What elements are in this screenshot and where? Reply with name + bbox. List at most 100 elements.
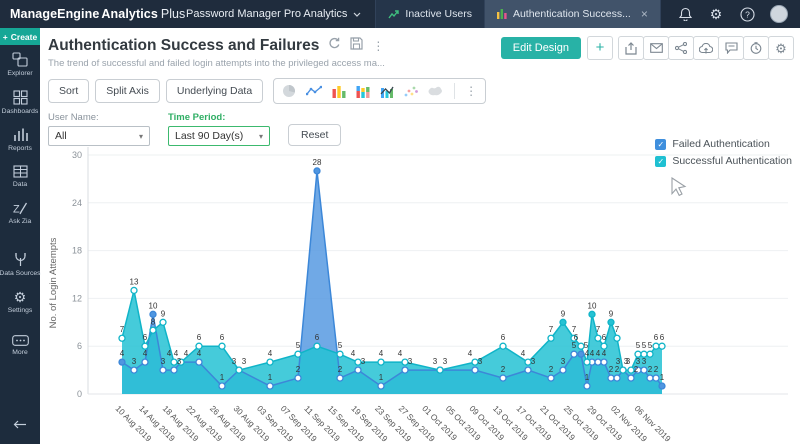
svg-text:2: 2	[549, 365, 554, 374]
edit-design-button[interactable]: Edit Design	[500, 37, 581, 59]
help-icon[interactable]: ?	[739, 6, 755, 22]
svg-text:6: 6	[220, 333, 225, 342]
email-icon	[649, 43, 663, 53]
email-button[interactable]	[643, 36, 669, 60]
svg-text:4: 4	[521, 349, 526, 358]
svg-text:10: 10	[588, 301, 597, 310]
svg-text:6: 6	[143, 333, 148, 342]
checkbox-successful-icon[interactable]: ✓	[655, 155, 667, 167]
svg-text:3: 3	[624, 357, 629, 366]
map-chart-icon[interactable]	[428, 86, 444, 97]
gear-icon: ⚙	[775, 40, 787, 56]
main-content: Authentication Success and Failures ⋮ Th…	[40, 28, 800, 444]
svg-text:6: 6	[77, 341, 82, 351]
svg-text:2: 2	[501, 365, 506, 374]
collapse-sidebar-button[interactable]	[13, 408, 27, 444]
svg-text:5: 5	[296, 341, 301, 350]
sidebar-item-label: Reports	[8, 145, 32, 152]
chart-more-options-icon[interactable]: ⋮	[465, 84, 478, 98]
sidebar-item-reports[interactable]: Reports	[0, 121, 40, 158]
svg-text:2: 2	[634, 365, 639, 374]
svg-text:3: 3	[361, 357, 366, 366]
user-avatar[interactable]	[770, 5, 788, 23]
sidebar-item-dashboards[interactable]: Dashboards	[0, 83, 40, 121]
sidebar-item-ask-zia[interactable]: Z Ask Zia	[0, 194, 40, 231]
reset-button[interactable]: Reset	[288, 124, 342, 146]
line-chart-icon[interactable]	[306, 85, 323, 97]
workspace-dropdown[interactable]: Password Manager Pro Analytics	[172, 0, 375, 28]
share-button[interactable]	[668, 36, 694, 60]
svg-text:2: 2	[615, 365, 620, 374]
pie-chart-icon[interactable]	[282, 84, 296, 98]
time-period-select[interactable]: Last 90 Day(s) ▾	[168, 126, 270, 146]
svg-text:No. of Login Attempts: No. of Login Attempts	[48, 237, 59, 328]
report-subtitle: The trend of successful and failed login…	[48, 58, 385, 69]
sidebar-item-more[interactable]: More	[0, 328, 40, 362]
trend-up-icon	[388, 9, 400, 18]
sidebar-item-data[interactable]: Data	[0, 158, 40, 194]
tab-authentication-success[interactable]: Authentication Success... ×	[483, 0, 661, 28]
svg-text:3: 3	[616, 357, 621, 366]
svg-text:3: 3	[642, 357, 647, 366]
svg-text:4: 4	[468, 349, 473, 358]
sidebar-item-settings[interactable]: ⚙ Settings	[0, 283, 40, 320]
legend-failed[interactable]: ✓ Failed Authentication	[655, 138, 792, 150]
save-icon[interactable]	[350, 37, 363, 55]
share-icon	[675, 42, 687, 54]
svg-text:4: 4	[351, 349, 356, 358]
svg-text:3: 3	[132, 357, 137, 366]
tab-label: Authentication Success...	[512, 8, 631, 20]
sort-button[interactable]: Sort	[48, 79, 90, 103]
svg-text:4: 4	[143, 349, 148, 358]
svg-text:3: 3	[626, 357, 631, 366]
comment-icon	[724, 42, 738, 54]
svg-text:6: 6	[197, 333, 202, 342]
svg-text:28: 28	[313, 158, 322, 167]
user-name-select[interactable]: All ▾	[48, 126, 150, 146]
chart-legend: ✓ Failed Authentication ✓ Successful Aut…	[655, 138, 792, 167]
brand-manageengine: ManageEngine	[10, 7, 100, 21]
close-tab-icon[interactable]: ×	[640, 7, 648, 21]
sidebar-item-label: Data	[12, 181, 28, 188]
chevron-down-icon	[353, 12, 361, 17]
sidebar-item-data-sources[interactable]: Data Sources	[0, 245, 41, 283]
svg-text:5: 5	[636, 341, 641, 350]
kebab-menu-icon[interactable]: ⋮	[372, 39, 385, 53]
svg-text:30: 30	[72, 150, 82, 160]
checkbox-failed-icon[interactable]: ✓	[655, 138, 667, 150]
create-button[interactable]: + Create	[0, 28, 40, 45]
svg-text:3: 3	[443, 357, 448, 366]
legend-successful[interactable]: ✓ Successful Authentication	[655, 155, 792, 167]
svg-text:2: 2	[296, 365, 301, 374]
split-axis-button[interactable]: Split Axis	[95, 79, 160, 103]
explorer-icon	[12, 52, 28, 67]
legend-label: Successful Authentication	[672, 155, 792, 167]
combo-chart-icon[interactable]	[380, 85, 394, 98]
settings-gear-icon[interactable]: ⚙	[709, 6, 723, 22]
tab-inactive-users[interactable]: Inactive Users	[375, 0, 484, 28]
ask-zia-icon: Z	[13, 202, 28, 216]
scatter-chart-icon[interactable]	[404, 85, 419, 98]
view-settings-button[interactable]: ⚙	[768, 36, 794, 60]
export-button[interactable]	[618, 36, 644, 60]
cloud-upload-button[interactable]	[693, 36, 719, 60]
brand-plus: Plus	[160, 7, 186, 21]
svg-text:9: 9	[161, 309, 166, 318]
svg-text:Z: Z	[13, 204, 20, 216]
svg-text:5: 5	[584, 341, 589, 350]
add-button[interactable]: +	[587, 36, 613, 60]
underlying-data-button[interactable]: Underlying Data	[165, 79, 264, 103]
workspace-name: Password Manager Pro Analytics	[186, 8, 348, 20]
sidebar-item-explorer[interactable]: Explorer	[0, 45, 40, 83]
stacked-bar-icon[interactable]	[356, 85, 370, 98]
gear-icon: ⚙	[13, 289, 27, 305]
schedule-button[interactable]	[743, 36, 769, 60]
svg-text:10: 10	[149, 301, 158, 310]
brand-analytics: Analytics	[101, 7, 158, 21]
notification-bell-icon[interactable]	[677, 6, 693, 22]
refresh-icon[interactable]	[328, 37, 341, 55]
bar-chart-icon[interactable]	[332, 85, 346, 98]
comment-button[interactable]	[718, 36, 744, 60]
svg-text:4: 4	[184, 349, 189, 358]
